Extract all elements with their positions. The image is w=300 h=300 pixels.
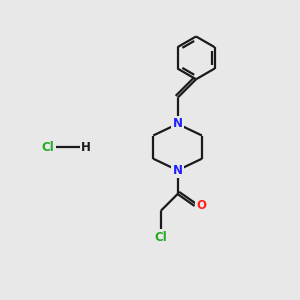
Text: H: H (81, 140, 91, 154)
Text: Cl: Cl (41, 140, 54, 154)
Text: N: N (172, 117, 183, 130)
Text: N: N (172, 164, 183, 177)
Text: O: O (196, 200, 206, 212)
Text: Cl: Cl (154, 230, 167, 244)
